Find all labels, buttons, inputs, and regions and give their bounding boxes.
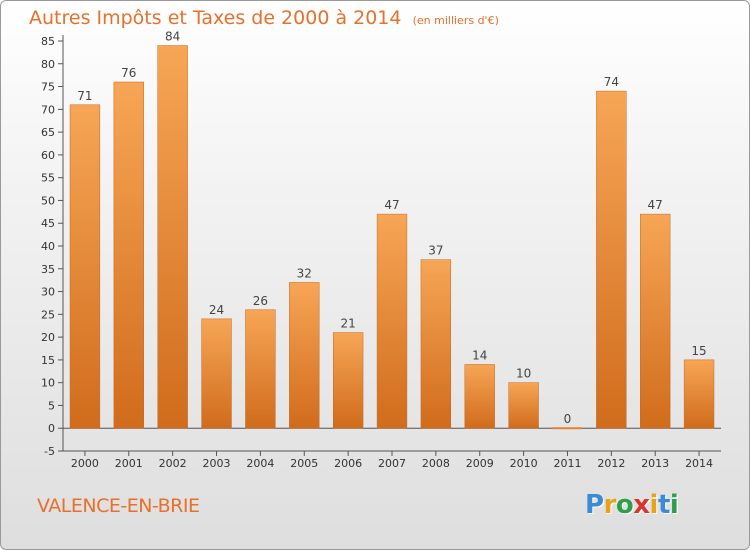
chart-title-text: Autres Impôts et Taxes de 2000 à 2014 bbox=[29, 7, 402, 29]
logo-letter: o bbox=[615, 490, 634, 520]
bar bbox=[113, 81, 144, 429]
bar bbox=[640, 213, 671, 429]
y-tick-label: 20 bbox=[41, 331, 55, 344]
data-label: 0 bbox=[564, 412, 572, 426]
x-tick-label: 2011 bbox=[553, 457, 581, 470]
bar bbox=[201, 318, 232, 429]
y-tick-label: -5 bbox=[44, 445, 55, 458]
data-label: 10 bbox=[516, 367, 531, 381]
bar bbox=[376, 213, 408, 429]
bar bbox=[289, 282, 320, 429]
bar bbox=[332, 332, 364, 429]
data-label: 47 bbox=[384, 198, 399, 212]
proxiti-logo: Proxiti bbox=[585, 490, 679, 520]
y-tick-label: 0 bbox=[48, 422, 55, 435]
y-tick-label: 50 bbox=[41, 194, 55, 207]
x-tick-label: 2010 bbox=[510, 457, 538, 470]
x-tick-label: 2012 bbox=[597, 457, 625, 470]
y-tick-label: 35 bbox=[41, 263, 55, 276]
chart-bars bbox=[69, 45, 715, 430]
chart-title: Autres Impôts et Taxes de 2000 à 2014 (e… bbox=[29, 7, 499, 29]
x-tick-label: 2013 bbox=[641, 457, 669, 470]
x-tick-label: 2000 bbox=[71, 457, 99, 470]
data-label: 71 bbox=[77, 89, 92, 103]
y-tick-label: 70 bbox=[41, 103, 55, 116]
x-tick-label: 2007 bbox=[378, 457, 406, 470]
x-tick-label: 2014 bbox=[685, 457, 713, 470]
y-tick-label: 15 bbox=[41, 354, 55, 367]
data-label: 32 bbox=[297, 266, 312, 280]
y-tick-label: 65 bbox=[41, 126, 55, 139]
bar bbox=[69, 104, 101, 429]
logo-letter: r bbox=[603, 490, 617, 520]
y-tick-label: 75 bbox=[41, 81, 55, 94]
logo-letter: x bbox=[633, 490, 650, 520]
data-label: 14 bbox=[472, 348, 487, 362]
bar bbox=[245, 309, 276, 429]
bar bbox=[420, 259, 452, 429]
bar bbox=[508, 382, 539, 429]
data-label: 15 bbox=[691, 344, 706, 358]
x-tick-label: 2006 bbox=[334, 457, 362, 470]
data-label: 24 bbox=[209, 303, 224, 317]
y-tick-label: 60 bbox=[41, 149, 55, 162]
logo-letter: P bbox=[585, 490, 604, 520]
x-tick-label: 2009 bbox=[466, 457, 494, 470]
data-label: 37 bbox=[428, 244, 443, 258]
chart-data-labels: 71 76 84 24 26 32 21 47 37 14 10 0 74 47 15 bbox=[77, 30, 706, 427]
y-tick-label: 45 bbox=[41, 217, 55, 230]
chart-unit-note: (en milliers d'€) bbox=[412, 14, 499, 27]
y-tick-label: 80 bbox=[41, 58, 55, 71]
x-tick-label: 2005 bbox=[290, 457, 318, 470]
x-tick-label: 2003 bbox=[203, 457, 231, 470]
city-name: VALENCE-EN-BRIE bbox=[37, 495, 200, 517]
bar bbox=[596, 90, 627, 429]
data-label: 26 bbox=[253, 294, 268, 308]
data-label: 84 bbox=[165, 30, 180, 44]
data-label: 47 bbox=[648, 198, 663, 212]
x-tick-label: 2004 bbox=[246, 457, 274, 470]
y-tick-label: 10 bbox=[41, 377, 55, 390]
y-tick-label: 30 bbox=[41, 286, 55, 299]
x-tick-label: 2008 bbox=[422, 457, 450, 470]
bar bbox=[683, 359, 715, 429]
bar bbox=[157, 45, 188, 429]
data-label: 21 bbox=[340, 317, 355, 331]
bar bbox=[464, 364, 495, 429]
y-tick-label: 55 bbox=[41, 172, 55, 185]
data-label: 74 bbox=[604, 75, 619, 89]
logo-letter: i bbox=[669, 490, 679, 520]
data-label: 76 bbox=[121, 66, 136, 80]
y-tick-label: 25 bbox=[41, 308, 55, 321]
bar bbox=[552, 427, 583, 430]
x-tick-label: 2001 bbox=[115, 457, 143, 470]
y-tick-label: 85 bbox=[41, 35, 55, 48]
logo-letter: i bbox=[649, 490, 659, 520]
y-tick-label: 40 bbox=[41, 240, 55, 253]
logo-letter: t bbox=[657, 490, 670, 520]
y-tick-label: 5 bbox=[48, 399, 55, 412]
x-tick-label: 2002 bbox=[159, 457, 187, 470]
